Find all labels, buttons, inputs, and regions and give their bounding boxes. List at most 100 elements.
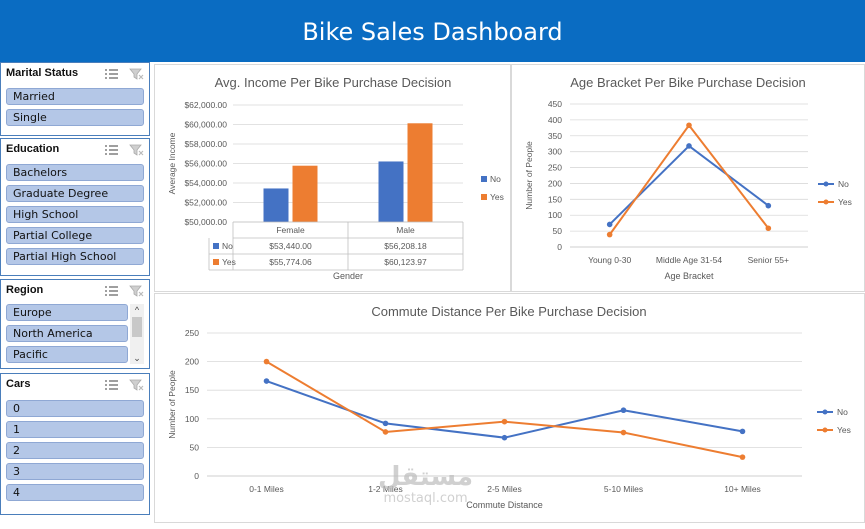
y-tick-label: $56,000.00: [184, 159, 227, 169]
clear-filter-icon[interactable]: [129, 144, 144, 156]
y-tick-label: 200: [185, 357, 199, 367]
y-tick-label: 250: [185, 328, 199, 338]
slicer-item-married[interactable]: Married: [6, 88, 144, 105]
x-axis-label: Gender: [333, 271, 363, 281]
table-legend-key: [213, 243, 219, 249]
bar-yes-male: [407, 123, 433, 222]
chart-title: Commute Distance Per Bike Purchase Decis…: [371, 304, 646, 319]
multi-select-icon[interactable]: [104, 144, 119, 156]
scroll-thumb[interactable]: [132, 317, 142, 337]
legend-label: Yes: [490, 192, 504, 202]
slicer-title: Education: [6, 143, 60, 155]
dashboard-title: Bike Sales Dashboard: [302, 18, 563, 46]
point-no: [686, 143, 692, 149]
y-tick-label: 50: [190, 442, 200, 452]
legend-marker: [823, 181, 829, 187]
slicer-item-cars-4[interactable]: 4: [6, 484, 144, 501]
slicer-item-bachelors[interactable]: Bachelors: [6, 164, 144, 181]
data-label: $60,123.97: [384, 257, 427, 267]
commute-line-chart: Commute Distance Per Bike Purchase Decis…: [167, 304, 851, 510]
slicer-item-high-school[interactable]: High School: [6, 206, 144, 223]
income-bar-chart: Avg. Income Per Bike Purchase Decision $5…: [167, 75, 504, 281]
point-yes: [501, 418, 508, 425]
bar-no-male: [378, 161, 404, 222]
x-tick-label: Senior 55+: [748, 255, 789, 265]
series-line-yes: [265, 360, 743, 459]
clear-filter-icon[interactable]: [129, 285, 144, 297]
slicer-item-single[interactable]: Single: [6, 109, 144, 126]
x-tick-label: Young 0-30: [588, 255, 631, 265]
slicer-item-cars-0[interactable]: 0: [6, 400, 144, 417]
age-chart-panel: Age Bracket Per Bike Purchase Decision 0 5…: [511, 64, 865, 292]
data-label: $55,774.06: [269, 257, 312, 267]
y-tick-label: $52,000.00: [184, 198, 227, 208]
scroll-down-icon[interactable]: ⌄: [133, 353, 141, 363]
legend-marker: [822, 427, 828, 433]
table-row-header: No: [222, 241, 233, 251]
legend-label: No: [837, 407, 848, 417]
legend-key-no: [481, 176, 487, 182]
legend-key-yes: [481, 194, 487, 200]
chart-title: Avg. Income Per Bike Purchase Decision: [215, 75, 452, 90]
multi-select-icon[interactable]: [104, 285, 119, 297]
point-yes: [765, 225, 772, 232]
y-tick-label: 250: [548, 163, 562, 173]
point-yes: [263, 358, 270, 365]
slicer-item-graduate-degree[interactable]: Graduate Degree: [6, 185, 144, 202]
table-legend-key: [213, 259, 219, 265]
slicer-region: Region Europe North America Pacific ^ ⌄: [0, 279, 150, 369]
point-no: [501, 434, 508, 441]
point-yes: [606, 231, 613, 238]
watermark-latin: mostaql.com: [383, 491, 468, 506]
clear-filter-icon[interactable]: [129, 379, 144, 391]
slicer-item-europe[interactable]: Europe: [6, 304, 128, 321]
series-line-no: [608, 144, 769, 226]
scroll-up-icon[interactable]: ^: [134, 305, 140, 315]
multi-select-icon[interactable]: [104, 379, 119, 391]
x-tick-label: 2-5 Miles: [487, 484, 521, 494]
slicer-item-partial-high-school[interactable]: Partial High School: [6, 248, 144, 265]
x-tick-label: 5-10 Miles: [604, 484, 643, 494]
legend-label: No: [490, 174, 501, 184]
age-line-chart: Age Bracket Per Bike Purchase Decision 0 5…: [524, 75, 852, 281]
y-tick-label: 100: [548, 210, 562, 220]
y-axis-label: Number of People: [524, 141, 534, 210]
watermark-arabic: مستقل: [378, 462, 474, 492]
point-yes: [686, 122, 692, 129]
y-tick-label: 200: [548, 178, 562, 188]
point-no: [382, 420, 389, 427]
slicer-cars: Cars 0 1 2 3 4: [0, 373, 150, 515]
slicer-item-partial-college[interactable]: Partial College: [6, 227, 144, 244]
clear-filter-icon[interactable]: [129, 68, 144, 80]
point-no: [620, 407, 627, 414]
slicer-item-cars-1[interactable]: 1: [6, 421, 144, 438]
legend-label: Yes: [838, 197, 852, 207]
x-tick-label: Middle Age 31-54: [656, 255, 722, 265]
slicer-item-pacific[interactable]: Pacific: [6, 346, 128, 363]
table-column-header: Female: [276, 225, 305, 235]
slicer-item-north-america[interactable]: North America: [6, 325, 128, 342]
data-label: $53,440.00: [269, 241, 312, 251]
slicer-marital-status: Marital Status Married Single: [0, 62, 150, 136]
series-line-no: [266, 380, 743, 439]
y-axis-label: Number of People: [167, 370, 177, 439]
y-tick-label: $62,000.00: [184, 100, 227, 110]
region-scrollbar[interactable]: ^ ⌄: [130, 304, 144, 364]
slicer-header: Education: [1, 139, 149, 161]
slicer-education: Education Bachelors Graduate Degree High…: [0, 138, 150, 276]
slicer-title: Cars: [6, 378, 31, 390]
slicer-title: Region: [6, 284, 44, 296]
slicer-item-cars-3[interactable]: 3: [6, 463, 144, 480]
slicer-item-cars-2[interactable]: 2: [6, 442, 144, 459]
x-tick-label: 10+ Miles: [724, 484, 761, 494]
table-row-header: Yes: [222, 257, 236, 267]
y-tick-label: $58,000.00: [184, 139, 227, 149]
multi-select-icon[interactable]: [104, 68, 119, 80]
x-tick-label: 1-2 Miles: [368, 484, 402, 494]
watermark: مستقل mostaql.com: [378, 462, 473, 506]
header-bar: Bike Sales Dashboard: [0, 0, 865, 62]
y-axis-label: Average Income: [167, 132, 177, 194]
data-label: $56,208.18: [384, 241, 427, 251]
y-tick-label: 400: [548, 115, 562, 125]
slicer-title: Marital Status: [6, 67, 79, 79]
